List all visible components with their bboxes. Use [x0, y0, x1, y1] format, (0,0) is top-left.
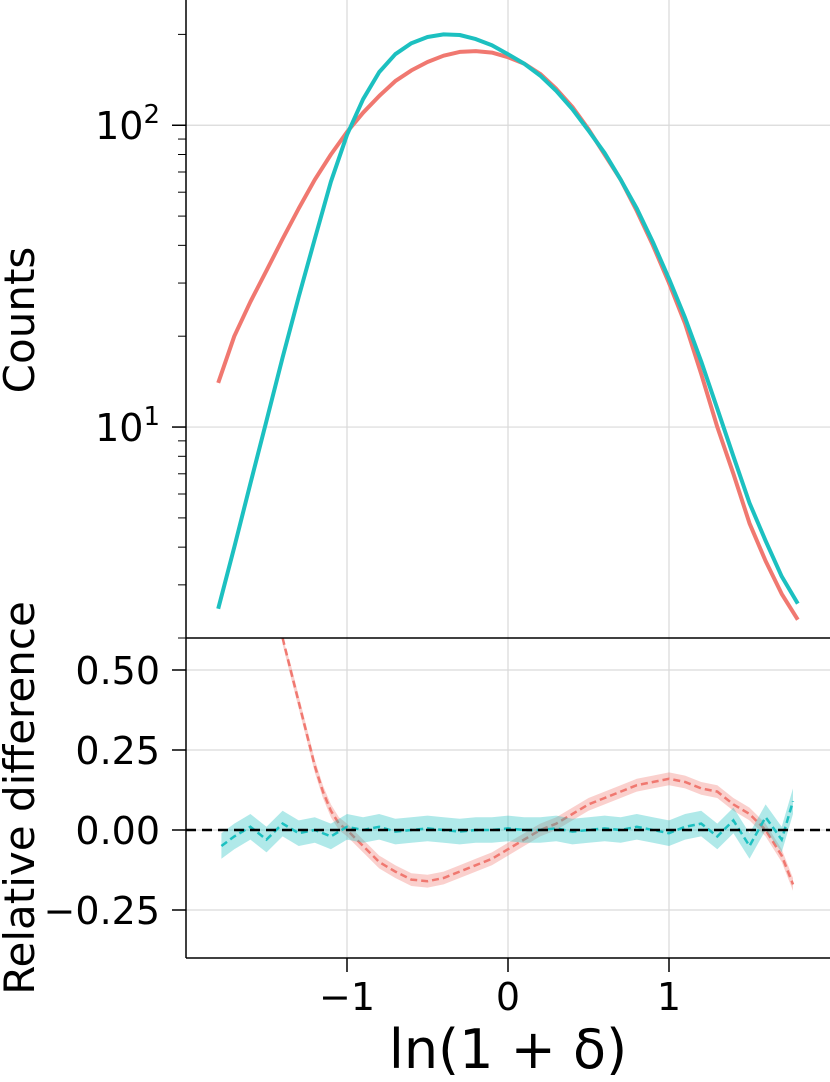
bottom-series-band-0	[282, 638, 793, 891]
top-series-line-1	[216, 32, 800, 610]
bottom-y-tick-label: 0.00	[75, 809, 160, 853]
top-y-tick-label: 101	[95, 402, 160, 450]
bottom-series-band-1	[221, 788, 793, 859]
ticks-group: 101 102 0.50 0.25 0.00 −0.25 −1 0 1	[44, 33, 681, 1019]
x-axis-label: ln(1 + δ)	[389, 1018, 627, 1078]
top-series-line-0	[216, 49, 800, 621]
x-tick-label: 1	[657, 975, 681, 1019]
bottom-series-line-0	[281, 637, 795, 885]
bottom-y-tick-label: 0.50	[75, 649, 160, 693]
top-y-tick-label: 102	[95, 100, 160, 148]
top-y-axis-label: Counts	[0, 247, 44, 394]
x-tick-label: 0	[496, 975, 520, 1019]
bottom-y-tick-label: 0.25	[75, 729, 160, 773]
top-series-group	[216, 32, 800, 621]
top-gridlines	[186, 0, 830, 638]
bottom-y-tick-label: −0.25	[44, 889, 160, 933]
bottom-y-axis-label: Relative difference	[0, 601, 44, 995]
bottom-series-group	[186, 637, 830, 891]
x-tick-label: −1	[319, 975, 375, 1019]
